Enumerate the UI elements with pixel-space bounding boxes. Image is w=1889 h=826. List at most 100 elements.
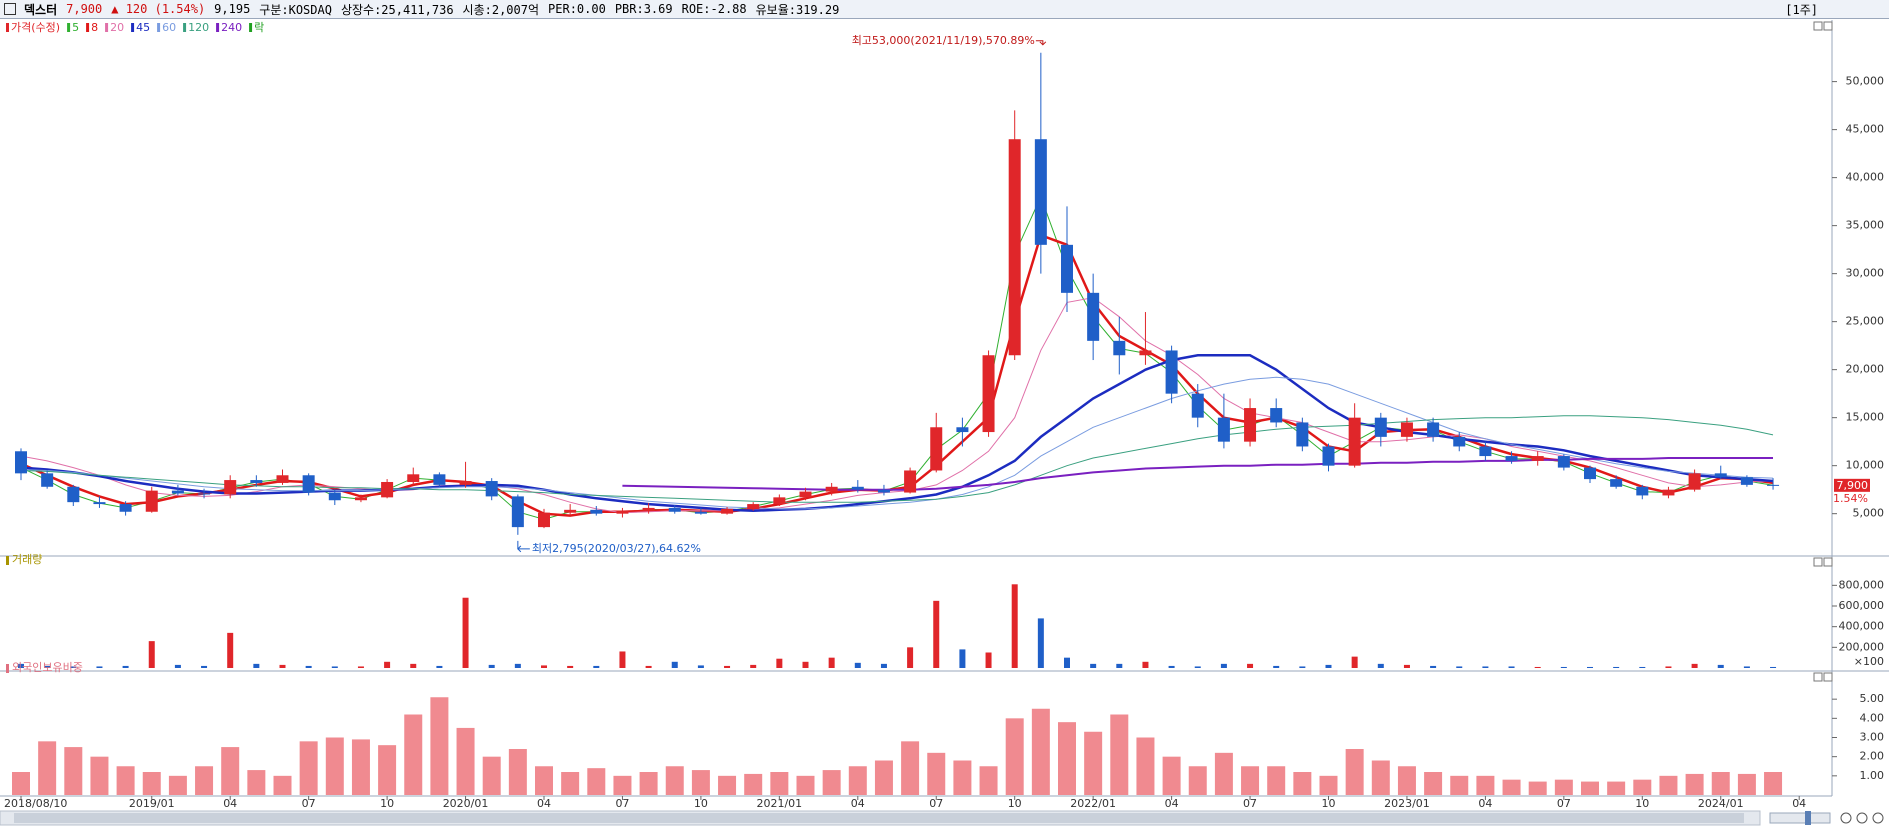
bar <box>462 597 469 668</box>
x-tick-label: 2024/01 <box>1698 797 1744 810</box>
bar <box>691 770 710 795</box>
scrollbar-thumb[interactable] <box>14 813 1744 823</box>
bar <box>665 766 684 795</box>
stock-name: 덱스터 <box>24 2 58 17</box>
info: 구분:KOSDAQ <box>259 2 332 17</box>
y-tick-label: 200,000 <box>1839 640 1885 653</box>
period[interactable]: [1주] <box>1785 2 1818 17</box>
bar <box>1607 781 1626 795</box>
bar <box>1685 773 1704 795</box>
pane-button[interactable] <box>1813 557 1823 567</box>
x-tick-label: 10 <box>380 797 394 810</box>
candle-body <box>616 510 629 514</box>
legend-marker <box>131 23 135 32</box>
bar <box>776 658 783 668</box>
candle-body <box>1610 479 1623 487</box>
bar <box>227 632 234 668</box>
bar <box>404 714 423 795</box>
candle-body <box>276 475 289 483</box>
bar <box>645 665 652 668</box>
candle-body <box>119 504 132 512</box>
bar <box>1764 772 1783 795</box>
legend-label: 락 <box>254 21 264 34</box>
bar <box>959 649 966 668</box>
y-tick-label: 10,000 <box>1846 459 1885 472</box>
bar <box>770 772 789 795</box>
pane-button[interactable] <box>1813 21 1823 31</box>
candle-body <box>825 486 838 492</box>
candle-body <box>668 507 681 512</box>
zoom-icon[interactable] <box>1840 812 1852 824</box>
y-tick-label: 5.00 <box>1860 692 1885 705</box>
bar <box>828 657 835 668</box>
bar <box>1587 666 1593 668</box>
y-tick-label: 800,000 <box>1839 578 1885 591</box>
bar <box>142 772 161 795</box>
low-annotation: 최저2,795(2020/03/27),64.62% <box>532 542 701 555</box>
pane-button[interactable] <box>1823 557 1833 567</box>
candle-body <box>930 427 943 471</box>
bar <box>436 665 443 668</box>
candle-body <box>642 507 655 511</box>
bar <box>1116 663 1123 668</box>
candle-body <box>564 509 577 513</box>
candle-body <box>904 470 917 493</box>
bar <box>378 745 397 795</box>
candle-body <box>93 502 106 505</box>
zoom-slider[interactable] <box>1769 812 1831 824</box>
bar <box>724 665 731 668</box>
zoom-icon[interactable] <box>1872 812 1884 824</box>
candle-body <box>1244 408 1257 442</box>
y-tick-label: 5,000 <box>1853 507 1885 520</box>
bar <box>1430 665 1437 668</box>
bar <box>1737 773 1756 795</box>
candle-body <box>171 490 184 494</box>
bar <box>822 770 841 795</box>
bar <box>854 662 861 668</box>
legend-marker <box>249 23 253 32</box>
candle-body <box>1348 417 1361 466</box>
y-tick-label: 40,000 <box>1846 171 1885 184</box>
bar <box>357 666 364 668</box>
bar <box>1770 666 1777 668</box>
candle-body <box>877 489 890 493</box>
candle-body <box>982 355 995 433</box>
candle-body <box>1427 422 1440 437</box>
bar <box>384 661 391 668</box>
checkbox[interactable] <box>4 3 16 15</box>
bar <box>331 666 338 668</box>
x-tick-label: 2022/01 <box>1070 797 1116 810</box>
bar <box>18 663 24 668</box>
candle-body <box>1531 456 1544 461</box>
bar <box>456 727 475 795</box>
bar <box>279 664 286 668</box>
bar <box>1554 779 1573 795</box>
zoom-handle[interactable] <box>1805 811 1811 825</box>
bar <box>901 741 920 795</box>
candle-body <box>1557 456 1570 468</box>
bar <box>1528 781 1547 795</box>
bar <box>1717 664 1724 668</box>
pane-button[interactable] <box>1823 672 1833 682</box>
zoom-icon[interactable] <box>1856 812 1868 824</box>
bar <box>273 775 292 795</box>
y-tick-label: 30,000 <box>1846 267 1885 280</box>
bar <box>64 747 83 795</box>
y-tick-label: 35,000 <box>1846 219 1885 232</box>
bar <box>1502 779 1521 795</box>
high-annotation: 최고53,000(2021/11/19),570.89% <box>852 34 1035 47</box>
pane-button[interactable] <box>1813 672 1823 682</box>
bar <box>1319 775 1338 795</box>
legend-marker <box>67 23 71 32</box>
bar <box>1031 708 1050 795</box>
bar <box>201 665 208 668</box>
bar <box>979 766 998 795</box>
candle-body <box>851 486 864 490</box>
x-tick-label: 07 <box>302 797 316 810</box>
bar <box>593 665 600 668</box>
legend-marker <box>6 23 9 32</box>
pane-button[interactable] <box>1823 21 1833 31</box>
bar <box>1743 666 1750 668</box>
